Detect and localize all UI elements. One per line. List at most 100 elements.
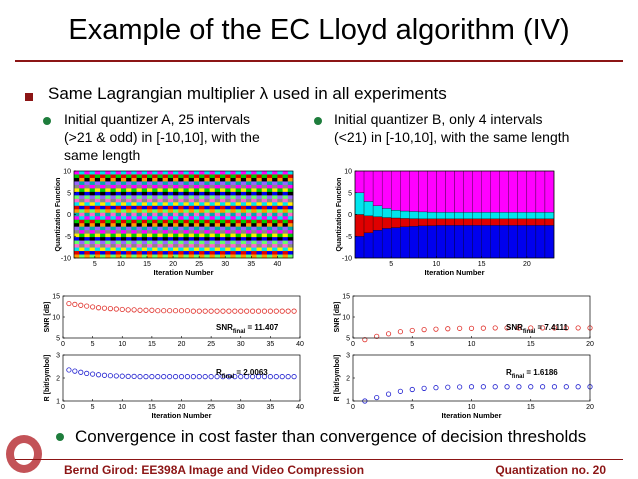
qf-left-band: [188, 251, 195, 255]
qf-left-ylabel: Quantization Function: [55, 178, 62, 252]
qf-left-band: [89, 198, 96, 203]
rate-left-point: [143, 374, 149, 380]
rate-right-xtick-label: 15: [527, 404, 535, 411]
qf-left-band: [225, 212, 231, 217]
qf-left-band: [100, 191, 106, 196]
rate-right-point: [575, 384, 581, 390]
snr-left-point: [167, 308, 173, 314]
qf-left-band: [287, 171, 294, 175]
qf-left-band: [74, 202, 80, 207]
qf-left-band: [141, 230, 148, 234]
qf-left-band: [167, 233, 174, 238]
rate-left-xtick-label: 40: [296, 404, 304, 411]
qf-left-band: [282, 230, 289, 234]
rate-left-point: [95, 372, 102, 378]
qf-left-band: [173, 191, 179, 196]
qf-left-band: [89, 174, 96, 179]
qf-left-band: [266, 233, 273, 238]
qf-left-band: [256, 251, 263, 255]
qf-left-band: [84, 237, 90, 241]
qf-left-band: [105, 177, 111, 182]
qf-left-band: [100, 251, 106, 255]
qf-left-band: [126, 254, 132, 259]
snr-left-point: [279, 308, 285, 314]
qf-left-band: [157, 209, 163, 214]
qf-left-band: [266, 188, 273, 193]
qf-left-band: [282, 184, 289, 189]
qf-left-band: [167, 184, 174, 189]
qf-left-band: [214, 219, 221, 224]
qf-left-band: [261, 181, 268, 186]
qf-left-band: [157, 251, 163, 255]
qf-left-band: [120, 230, 127, 234]
qf-left-band: [89, 237, 96, 241]
qf-left-band: [126, 209, 132, 214]
rate-left-point: [202, 374, 208, 380]
snr-left-point: [125, 307, 131, 313]
qf-left-band: [84, 184, 90, 189]
qf-left-band: [110, 191, 117, 196]
qf-left-band: [188, 247, 195, 252]
qf-left-band: [100, 230, 106, 234]
qf-left-band: [209, 251, 216, 255]
qf-left-band: [183, 223, 190, 227]
qf-left-band: [246, 184, 252, 189]
rate-left-point: [291, 374, 297, 380]
qf-left-band: [282, 247, 289, 252]
qf-left-band: [157, 233, 163, 238]
qf-left-band: [235, 184, 242, 189]
qf-left-band: [141, 254, 148, 259]
snr-right-annotation: SNRfinal = 7.4111: [506, 323, 568, 335]
snr-left-xtick-label: 10: [118, 341, 126, 348]
qf-right-band: [499, 170, 509, 213]
qf-left-band: [74, 240, 80, 245]
qf-left-band: [183, 209, 190, 214]
qf-left-band: [178, 177, 184, 182]
qf-left-band: [246, 205, 252, 210]
qf-left-band: [272, 198, 278, 203]
qf-left-band: [251, 244, 257, 248]
qf-left-band: [162, 219, 169, 224]
qf-right-xlabel: Iteration Number: [424, 268, 484, 277]
snr-left-ytick-label: 10: [52, 315, 60, 322]
qf-left-band: [162, 205, 169, 210]
qf-left-band: [256, 184, 263, 189]
qf-left-band: [131, 188, 137, 193]
qf-left-band: [230, 219, 236, 224]
qf-left-band: [251, 230, 257, 234]
rate-left-point: [72, 368, 78, 374]
qf-left-band: [183, 219, 190, 224]
qf-left-band: [266, 244, 273, 248]
qf-left-band: [79, 216, 85, 221]
qf-left-band: [126, 198, 132, 203]
qf-left-band: [79, 244, 85, 248]
qf-left-band: [79, 195, 85, 200]
qf-left-band: [240, 184, 247, 189]
qf-left-band: [277, 184, 283, 189]
qf-left-band: [251, 219, 257, 224]
qf-left-band: [277, 181, 283, 186]
qf-left-band: [110, 209, 117, 214]
qf-left-band: [183, 237, 190, 241]
right-sub-bullet-icon: [314, 117, 322, 125]
qf-left-band: [261, 230, 268, 234]
qf-left-band: [209, 230, 216, 234]
qf-right-band: [490, 225, 500, 259]
qf-left-band: [287, 247, 294, 252]
qf-left-band: [126, 202, 132, 207]
rate-left-point: [161, 374, 167, 380]
qf-left-band: [115, 233, 122, 238]
qf-left-band: [287, 195, 294, 200]
qf-left-band: [225, 244, 231, 248]
qf-left-band: [100, 177, 106, 182]
qf-left-band: [261, 247, 268, 252]
qf-left-band: [220, 184, 226, 189]
qf-left-band: [120, 209, 127, 214]
qf-left-band: [220, 202, 226, 207]
qf-left-band: [225, 226, 231, 231]
qf-left-band: [141, 198, 148, 203]
qf-left-band: [89, 247, 96, 252]
qf-left-band: [251, 205, 257, 210]
qf-left-band: [282, 212, 289, 217]
qf-right-band: [372, 216, 383, 231]
